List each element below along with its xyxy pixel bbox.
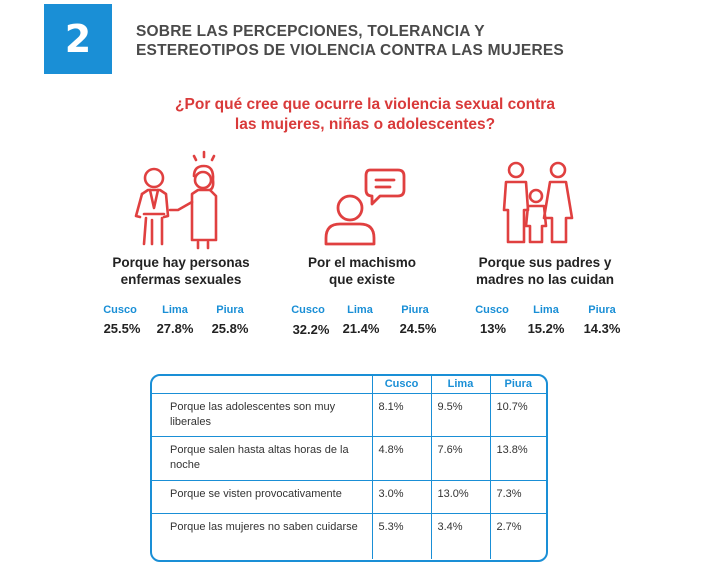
reasons-table: Cusco Lima Piura Porque las adolescentes… [150,374,548,562]
stat-city-lima: Lima [533,304,559,316]
stat-city-lima: Lima [162,304,188,316]
table-header-blank [152,376,372,394]
table-cell-reason: Porque las mujeres no saben cuidarse [152,512,372,559]
table-cell-piura: 13.8% [489,435,546,480]
stat-city-lima: Lima [347,304,373,316]
stat-city-piura: Piura [588,304,616,316]
question-line-1: ¿Por qué cree que ocurre la violencia se… [175,96,555,113]
stat-value: 24.5% [399,321,437,336]
stat-city-piura: Piura [401,304,429,316]
table-header-row: Cusco Lima Piura [152,376,546,394]
stat-value: 14.3% [583,321,621,336]
table-row: Porque salen hasta altas horas de la noc… [152,435,546,480]
section-number-badge: 2 [44,4,112,74]
stat-value: 25.8% [211,321,249,336]
stat-city-piura: Piura [216,304,244,316]
stat-value: 15.2% [527,321,565,336]
stat-value: 13% [479,321,507,336]
category-label-1: Porque hay personas enfermas sexuales [112,255,250,287]
table-cell-cusco: 4.8% [371,435,431,480]
table-cell-reason: Porque las adolescentes son muy liberale… [170,400,336,428]
stat-city-cusco: Cusco [291,304,325,316]
table-row: Porque las adolescentes son muy liberale… [152,393,546,436]
section-title: SOBRE LAS PERCEPCIONES, TOLERANCIA Y EST… [136,23,564,59]
table-row: Porque las mujeres no saben cuidarse 5.3… [152,512,546,559]
table-cell-lima: 9.5% [430,393,490,436]
table-cell-cusco: 8.1% [371,393,431,436]
table-cell-lima: 7.6% [430,435,490,480]
table-cell-reason: Porque se visten provocativamente [152,479,372,513]
question-heading: ¿Por qué cree que ocurre la violencia se… [150,95,580,135]
table-cell-lima: 13.0% [430,479,490,513]
table-header-piura: Piura [489,376,546,394]
category-label-2: Por el machismo que existe [307,255,417,287]
table-row: Porque se visten provocativamente 3.0% 1… [152,479,546,513]
table-cell-piura: 10.7% [489,393,546,436]
stat-city-cusco: Cusco [475,304,509,316]
table-cell-piura: 2.7% [489,512,546,559]
table-cell-cusco: 3.0% [371,479,431,513]
table-header-cusco: Cusco [371,376,431,394]
table-cell-cusco: 5.3% [371,512,431,559]
stat-value: 25.5% [103,321,141,336]
stat-value: 27.8% [156,321,194,336]
family-icon [502,161,574,244]
table-header-lima: Lima [430,376,490,394]
table-cell-piura: 7.3% [489,479,546,513]
person-speech-bubble-icon [324,168,406,246]
table-cell-reason: Porque salen hasta altas horas de la noc… [152,435,372,480]
stat-value: 21.4% [342,321,380,336]
question-line-2: las mujeres, niñas o adolescentes? [234,116,496,133]
table-cell-lima: 3.4% [430,512,490,559]
stat-value: 32.2% [292,322,330,337]
stat-city-cusco: Cusco [103,304,137,316]
category-label-3: Porque sus padres y madres no las cuidan [475,255,615,287]
couple-harassment-icon [134,150,218,250]
